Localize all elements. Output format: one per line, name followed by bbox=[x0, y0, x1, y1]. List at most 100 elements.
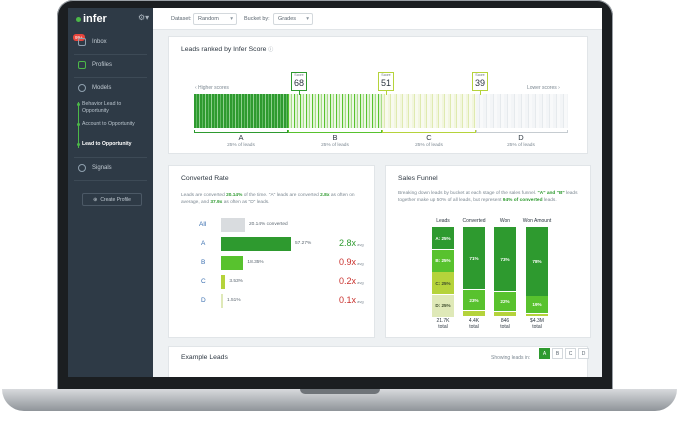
sidebar-model-account[interactable]: Account to Opportunity bbox=[77, 121, 142, 128]
sub-item-label: Lead to Opportunity bbox=[82, 141, 132, 147]
laptop-base bbox=[2, 389, 677, 411]
converted-row-all: All 20.14% converted bbox=[169, 218, 369, 232]
info-icon[interactable]: ⓘ bbox=[268, 47, 274, 53]
desc-a: 2.8x bbox=[320, 193, 330, 198]
sidebar-divider bbox=[74, 180, 147, 181]
grade-filter-d[interactable]: D bbox=[578, 348, 589, 359]
multiplier-value: 0.2x bbox=[339, 276, 357, 286]
rate-percent: 1.51% bbox=[227, 298, 241, 303]
grade-filter-a[interactable]: A bbox=[539, 348, 550, 359]
grade-filter-b[interactable]: B bbox=[552, 348, 563, 359]
funnel-column: 73% 22% bbox=[494, 227, 516, 317]
bucket-d-sub: 25% of leads bbox=[507, 143, 535, 148]
bucket-b-sub: 25% of leads bbox=[321, 143, 349, 148]
funnel-total-label: total bbox=[438, 324, 448, 330]
logo[interactable]: infer bbox=[76, 13, 107, 25]
desc-text: as often as "D" leads. bbox=[222, 199, 270, 205]
converted-rate-title: Converted Rate bbox=[181, 175, 229, 182]
bucket-c-label: C bbox=[426, 133, 432, 142]
multiplier-value: 0.1x bbox=[339, 295, 357, 305]
bracket-b bbox=[288, 130, 382, 133]
top-bar: Dataset: Random Bucket by: Grades bbox=[153, 8, 602, 30]
funnel-header: Won bbox=[499, 218, 511, 224]
desc-text: as often on average, and bbox=[181, 193, 355, 205]
funnel-header: Converted bbox=[462, 218, 486, 224]
desc-text: Breaking down leads by bucket at each st… bbox=[398, 191, 538, 196]
multiplier-suffix: avg bbox=[356, 242, 364, 247]
desc-text: of the time. "A" leads are converted bbox=[242, 193, 321, 198]
desc-text: leads together make up 50% of all leads,… bbox=[398, 191, 578, 203]
logo-text: infer bbox=[83, 13, 107, 25]
marker-value: 51 bbox=[380, 78, 391, 88]
create-profile-button[interactable]: ⊕ Create Profile bbox=[82, 193, 142, 206]
bucket-value: Grades bbox=[278, 16, 297, 22]
rate-bar bbox=[221, 275, 226, 289]
example-leads-panel: Example Leads Showing leads in: bbox=[168, 346, 588, 377]
sales-funnel-title: Sales Funnel bbox=[398, 175, 438, 182]
converted-rate-description: Leads are converted 20.14% of the time. … bbox=[181, 193, 367, 206]
row-label: D bbox=[201, 297, 206, 304]
rate-percent: 3.53% bbox=[229, 279, 243, 284]
plus-icon: ⊕ bbox=[93, 196, 98, 203]
funnel-segment: D: 25% bbox=[432, 294, 454, 317]
multiplier-value: 0.9x bbox=[339, 257, 357, 267]
sidebar-divider bbox=[74, 54, 147, 55]
marker-tick bbox=[480, 91, 481, 95]
funnel-column: 71% 23% bbox=[463, 227, 485, 317]
converted-rate-panel: Converted Rate Leads are converted 20.14… bbox=[168, 165, 375, 338]
rate-multiplier: 0.9x avg bbox=[339, 257, 364, 267]
sidebar-model-lead[interactable]: Lead to Opportunity bbox=[77, 141, 148, 148]
sidebar-item-profiles[interactable]: Profiles bbox=[68, 55, 153, 75]
rate-percent: 18.35% bbox=[247, 260, 264, 265]
marker-tick bbox=[299, 91, 300, 95]
sidebar-item-inbox[interactable]: Inbox bbox=[68, 32, 153, 52]
rate-multiplier: 2.8x avg bbox=[339, 238, 364, 248]
funnel-total-label: total bbox=[532, 324, 542, 330]
sidebar-item-signals[interactable]: Signals bbox=[68, 158, 153, 178]
sidebar-divider bbox=[74, 157, 147, 158]
app-screen: infer ⚙▾ 99+ Inbox Profiles Models Behav… bbox=[68, 8, 602, 377]
grade-filter-c[interactable]: C bbox=[565, 348, 576, 359]
score-panel: Leads ranked by Infer Score ⓘ ‹ Higher s… bbox=[168, 36, 588, 154]
desc-text: Leads are converted bbox=[181, 193, 227, 198]
segment-c bbox=[382, 94, 476, 128]
gear-icon[interactable]: ⚙▾ bbox=[138, 13, 150, 22]
desc-text: leads. bbox=[542, 197, 557, 203]
bucket-select[interactable]: Grades bbox=[273, 13, 313, 25]
marker-tick bbox=[386, 91, 387, 95]
funnel-total-value: 4.4K bbox=[468, 318, 480, 324]
funnel-total-label: total bbox=[469, 324, 479, 330]
sub-item-label: Account to Opportunity bbox=[82, 121, 135, 127]
dataset-value: Random bbox=[198, 16, 219, 22]
funnel-total-value: $4.3M bbox=[530, 318, 544, 324]
funnel-total-value: 846 bbox=[500, 318, 510, 324]
bucket-c-sub: 25% of leads bbox=[415, 143, 443, 148]
rate-bar bbox=[221, 256, 244, 270]
funnel-segment: C: 25% bbox=[432, 272, 454, 295]
score-marker-a: Score 68 bbox=[291, 72, 307, 91]
sidebar-model-behavior[interactable]: Behavior Lead to Opportunity bbox=[77, 101, 142, 114]
funnel-total: 4.4K total bbox=[454, 318, 494, 330]
marker-label: Score bbox=[475, 73, 485, 77]
desc-rate: 20.14% bbox=[226, 193, 243, 198]
lower-scores-label: Lower scores › bbox=[527, 85, 560, 91]
row-label: C bbox=[201, 278, 206, 285]
score-marker-c: Score 39 bbox=[472, 72, 488, 91]
dot-icon bbox=[77, 143, 80, 146]
marker-value: 39 bbox=[474, 78, 485, 88]
marker-value: 68 bbox=[293, 78, 304, 88]
sidebar-item-models[interactable]: Models bbox=[68, 78, 153, 98]
funnel-segment: 78% bbox=[526, 227, 548, 296]
bracket-d bbox=[476, 130, 568, 133]
dataset-select[interactable]: Random bbox=[193, 13, 237, 25]
funnel-header: Leads bbox=[436, 218, 450, 224]
multiplier-suffix: avg bbox=[356, 280, 364, 285]
multiplier-suffix: avg bbox=[356, 261, 364, 266]
bucket-a-sub: 25% of leads bbox=[227, 143, 255, 148]
sales-funnel-chart: Leads A: 25% B: 25% C: 25% D: 25% 21.7K total C… bbox=[386, 218, 592, 336]
converted-row-b: B 18.35% 0.9x avg bbox=[169, 256, 369, 270]
funnel-segment: 71% bbox=[463, 227, 485, 290]
models-icon bbox=[78, 84, 86, 92]
bucket-a-label: A bbox=[238, 133, 244, 142]
sales-funnel-description: Breaking down leads by bucket at each st… bbox=[398, 191, 584, 204]
